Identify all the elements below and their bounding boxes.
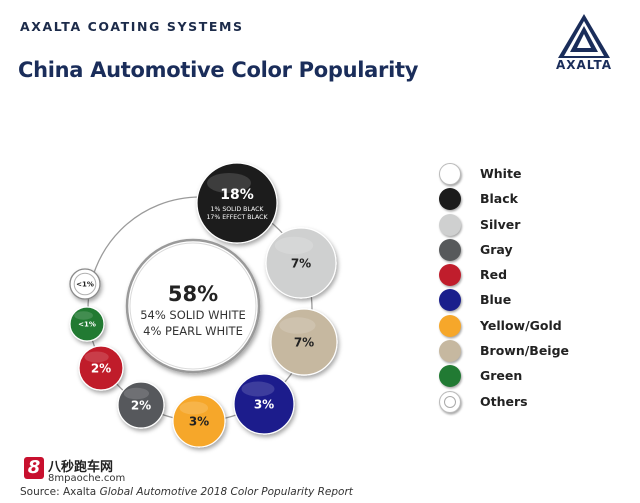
bubble-brown-beige: 7% (270, 308, 338, 376)
bubble-white: 58% 54% SOLID WHITE 4% PEARL WHITE (125, 238, 261, 374)
bubble-value-label: <1% (76, 281, 94, 289)
bubble-others: <1% (69, 268, 101, 300)
watermark-chinese-text: 八秒跑车网 (48, 460, 114, 475)
page-title: China Automotive Color Popularity (18, 58, 419, 82)
legend-swatch (439, 213, 461, 236)
legend-swatch (439, 390, 461, 413)
bubble-value-label: 3% (254, 398, 274, 412)
source-note: Source: Axalta Global Automotive 2018 Co… (20, 486, 353, 498)
legend-swatch (439, 163, 461, 185)
legend-swatch (439, 188, 461, 211)
bubble-yellow-gold: 3% (172, 394, 226, 448)
legend-label: White (480, 166, 522, 181)
center-subline-2: 4% PEARL WHITE (143, 324, 243, 338)
legend-label: Red (480, 267, 508, 283)
bubble-subline-2: 17% EFFECT BLACK (206, 214, 268, 221)
bubble-value-label: 7% (291, 257, 311, 271)
source-report-title: Global Automotive 2018 Color Popularity … (99, 486, 353, 498)
legend-label: Black (480, 191, 518, 207)
axalta-logo: AXALTA (544, 12, 624, 74)
bubble-red: 2% (78, 345, 124, 391)
legend-label: Blue (480, 292, 512, 308)
bubble-subline-1: 1% SOLID BLACK (211, 206, 265, 213)
logo-text: AXALTA (555, 58, 613, 72)
legend-swatch (439, 238, 461, 261)
bubble-blue: 3% (233, 373, 295, 435)
bubble-gray: 2% (117, 381, 165, 429)
legend-swatch (439, 264, 461, 287)
legend-swatch (439, 314, 461, 337)
bubble-value-label: 18% (220, 187, 254, 203)
legend-swatch (439, 365, 461, 388)
bubble-value-label: <1% (78, 321, 96, 329)
center-subline-1: 54% SOLID WHITE (140, 308, 246, 322)
legend-swatch (439, 289, 461, 312)
bubble-value-label: 3% (189, 415, 209, 429)
bubble-silver: 7% (265, 227, 337, 299)
watermark-url: 8mpaoche.com (48, 473, 126, 484)
bubble-value-label: 2% (91, 362, 111, 376)
watermark-badge: 8 (24, 457, 44, 479)
bubble-value-label: 2% (131, 399, 151, 413)
legend-label: Gray (480, 241, 513, 257)
bubble-green: <1% (69, 306, 105, 342)
center-value-label: 58% (168, 282, 218, 306)
bubble-value-label: 7% (294, 336, 314, 350)
legend-label: Silver (480, 216, 521, 232)
legend-label: Brown/Beige (480, 343, 570, 359)
legend-swatch (439, 340, 461, 363)
legend-label: Yellow/Gold (480, 317, 562, 333)
company-name: AXALTA COATING SYSTEMS (20, 19, 244, 34)
legend-label: Green (480, 368, 523, 384)
source-prefix: Source: Axalta (20, 486, 100, 498)
axalta-logo-icon (558, 14, 610, 58)
legend-label: Others (480, 393, 528, 409)
